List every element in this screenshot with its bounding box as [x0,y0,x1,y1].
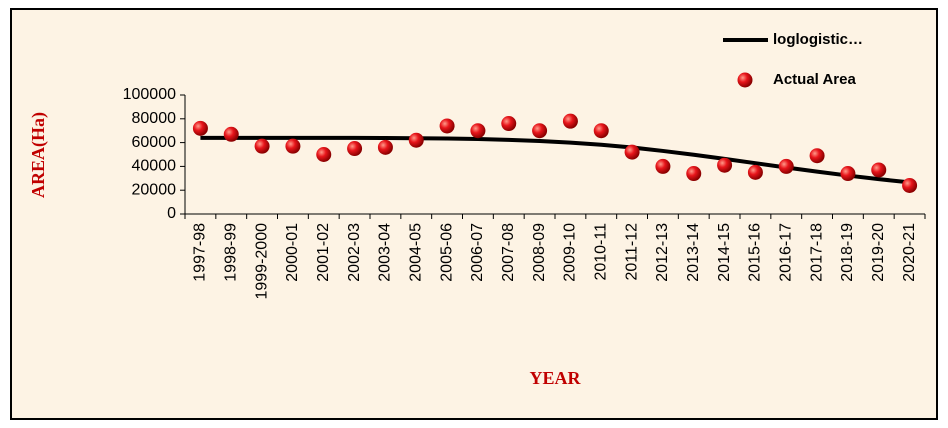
x-tick-label: 2020-21 [901,223,918,282]
x-tick-label: 2016-17 [777,223,794,282]
data-point [285,138,301,154]
x-tick-label: 2010-11 [592,223,609,281]
x-tick-label: 1998-99 [222,223,239,282]
data-point [809,148,825,164]
x-tick-label: 2013-14 [685,223,702,282]
x-tick-label: 2000-01 [284,223,301,282]
data-point [902,177,918,193]
data-point [223,126,239,142]
x-tick-label: 2015-16 [747,223,764,282]
x-tick-label: 2019-20 [870,223,887,282]
legend-label: Actual Area [773,71,856,88]
x-tick-label: 2006-07 [469,223,486,282]
data-point [347,141,363,157]
data-point [192,120,208,136]
y-tick-label: 20000 [132,181,177,198]
y-tick-label: 100000 [123,86,176,103]
data-point [501,116,517,132]
data-point [439,118,455,134]
legend-swatch [737,72,753,88]
y-tick-label: 60000 [132,134,177,151]
x-tick-label: 2002-03 [346,223,363,282]
x-tick-label: 2018-19 [839,223,856,282]
data-point [624,144,640,160]
data-point [408,132,424,148]
x-tick-label: 2003-04 [377,223,394,282]
data-point [562,113,578,129]
data-point [686,166,702,182]
x-axis-label: YEAR [529,368,581,388]
data-point [747,164,763,180]
data-point [254,138,270,154]
y-axis-label: AREA(Ha) [28,112,49,198]
x-tick-label: 2001-02 [315,223,332,282]
x-tick-label: 2014-15 [716,223,733,282]
x-tick-label: 2009-10 [562,223,579,282]
x-tick-label: 1997-98 [192,223,209,282]
data-point [532,123,548,139]
data-point [655,158,671,174]
data-point [470,123,486,139]
data-point [316,147,332,162]
x-tick-label: 2017-18 [808,223,825,282]
data-point [840,166,856,182]
data-point [778,158,794,174]
x-tick-label: 1999-2000 [253,223,270,300]
data-point [871,162,887,178]
data-point [717,157,733,173]
legend-label: loglogistic… [773,31,863,48]
x-tick-label: 2008-09 [531,223,548,282]
data-point [377,139,393,155]
data-point [593,123,609,139]
x-tick-label: 2011-12 [623,223,640,281]
x-tick-label: 2012-13 [654,223,671,282]
y-tick-label: 80000 [132,110,177,127]
y-tick-label: 0 [167,205,176,222]
x-tick-label: 2005-06 [438,223,455,282]
x-tick-label: 2007-08 [500,223,517,282]
y-tick-label: 40000 [132,158,177,175]
x-tick-label: 2004-05 [407,223,424,282]
